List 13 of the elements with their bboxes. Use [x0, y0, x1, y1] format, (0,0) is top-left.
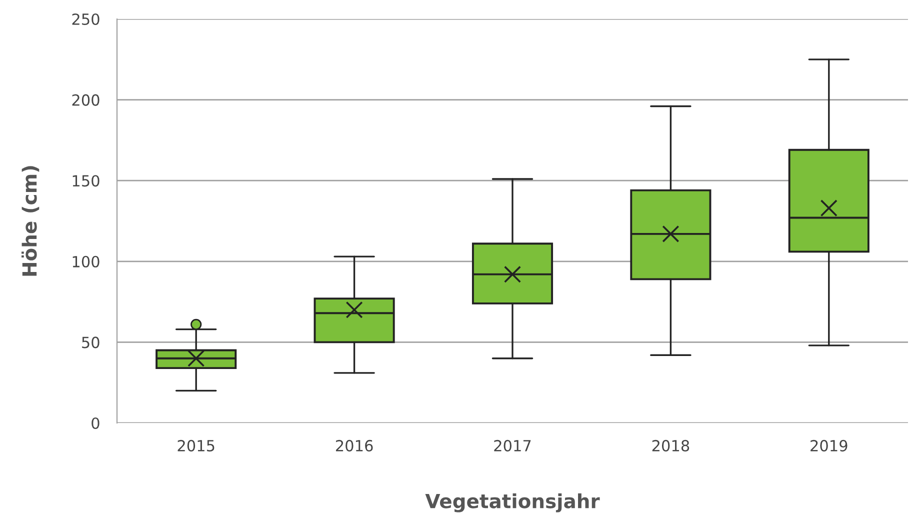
y-tick-label: 100	[72, 256, 100, 268]
y-tick-label: 50	[82, 336, 100, 348]
x-axis-title: Vegetationsjahr	[425, 493, 600, 512]
y-axis-title: Höhe (cm)	[22, 166, 40, 276]
x-tick-label: 2018	[652, 440, 690, 452]
x-tick-label: 2017	[494, 440, 531, 452]
x-tick-label: 2015	[178, 440, 214, 452]
x-tick-label: 2016	[336, 440, 373, 452]
y-tick-label: 0	[92, 417, 100, 430]
y-tick-label: 250	[72, 13, 100, 26]
x-tick-label: 2019	[810, 440, 848, 452]
y-tick-label: 200	[72, 94, 100, 106]
y-tick-label: 150	[72, 175, 100, 187]
